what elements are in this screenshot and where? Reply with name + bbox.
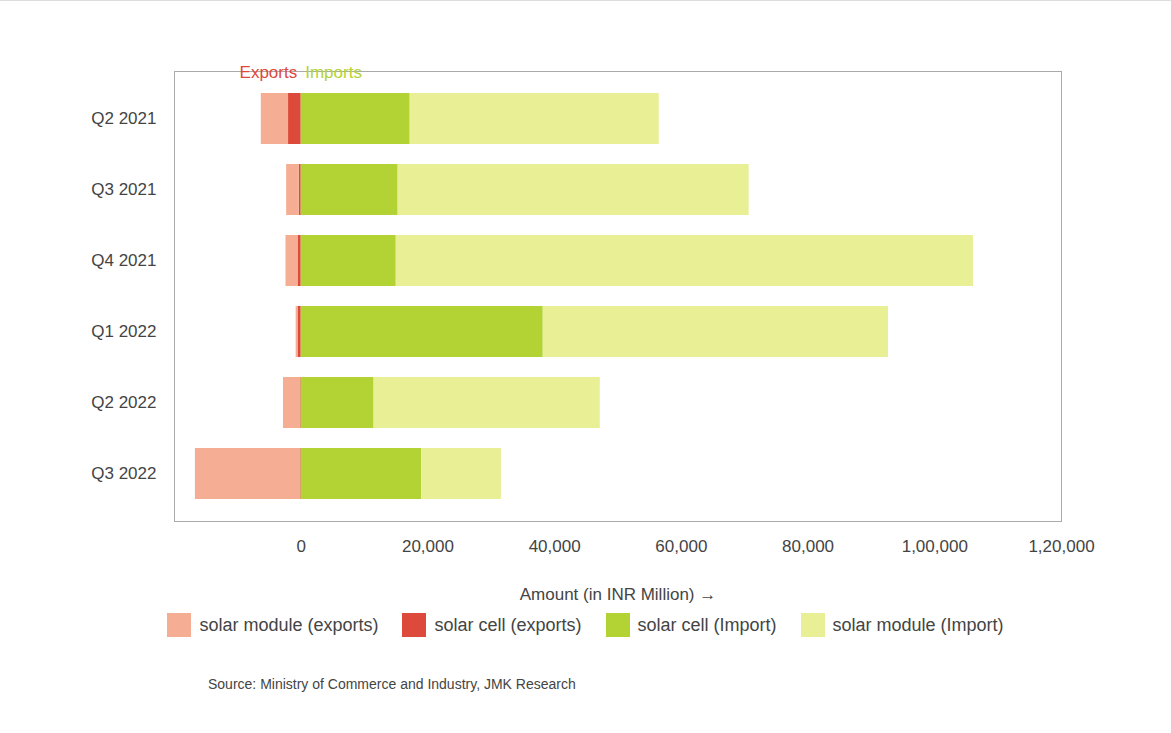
html-text:solar cell (Import): solar cell (Import) [637,614,777,635]
svg-text:60,000: 60,000 [655,537,707,556]
svg-text:Exports: Exports [240,63,298,82]
svg-text:Amount (in INR Million) →: Amount (in INR Million) → [520,585,717,604]
svg-text:Q4 2021: Q4 2021 [91,251,156,270]
svg-text:Q2 2022: Q2 2022 [91,393,156,412]
svg-text:80,000: 80,000 [782,537,834,556]
svg-text:Q3 2021: Q3 2021 [91,180,156,199]
svg-text:0: 0 [296,537,305,556]
svg-text:1,00,000: 1,00,000 [902,537,968,556]
svg-text:20,000: 20,000 [402,537,454,556]
html-text:Source: Ministry of Commerce a: Source: Ministry of Commerce and Industr… [208,676,576,692]
svg-text:Q2 2021: Q2 2021 [91,109,156,128]
svg-text:40,000: 40,000 [529,537,581,556]
svg-text:1,20,000: 1,20,000 [1028,537,1094,556]
html-text:solar module (Import): solar module (Import) [832,614,1004,635]
html-text:solar module (exports): solar module (exports) [199,614,379,635]
svg-text:Q1 2022: Q1 2022 [91,322,156,341]
html-text:solar cell (exports): solar cell (exports) [434,614,582,635]
svg-text:Imports: Imports [305,63,362,82]
svg-text:Q3 2022: Q3 2022 [91,464,156,483]
